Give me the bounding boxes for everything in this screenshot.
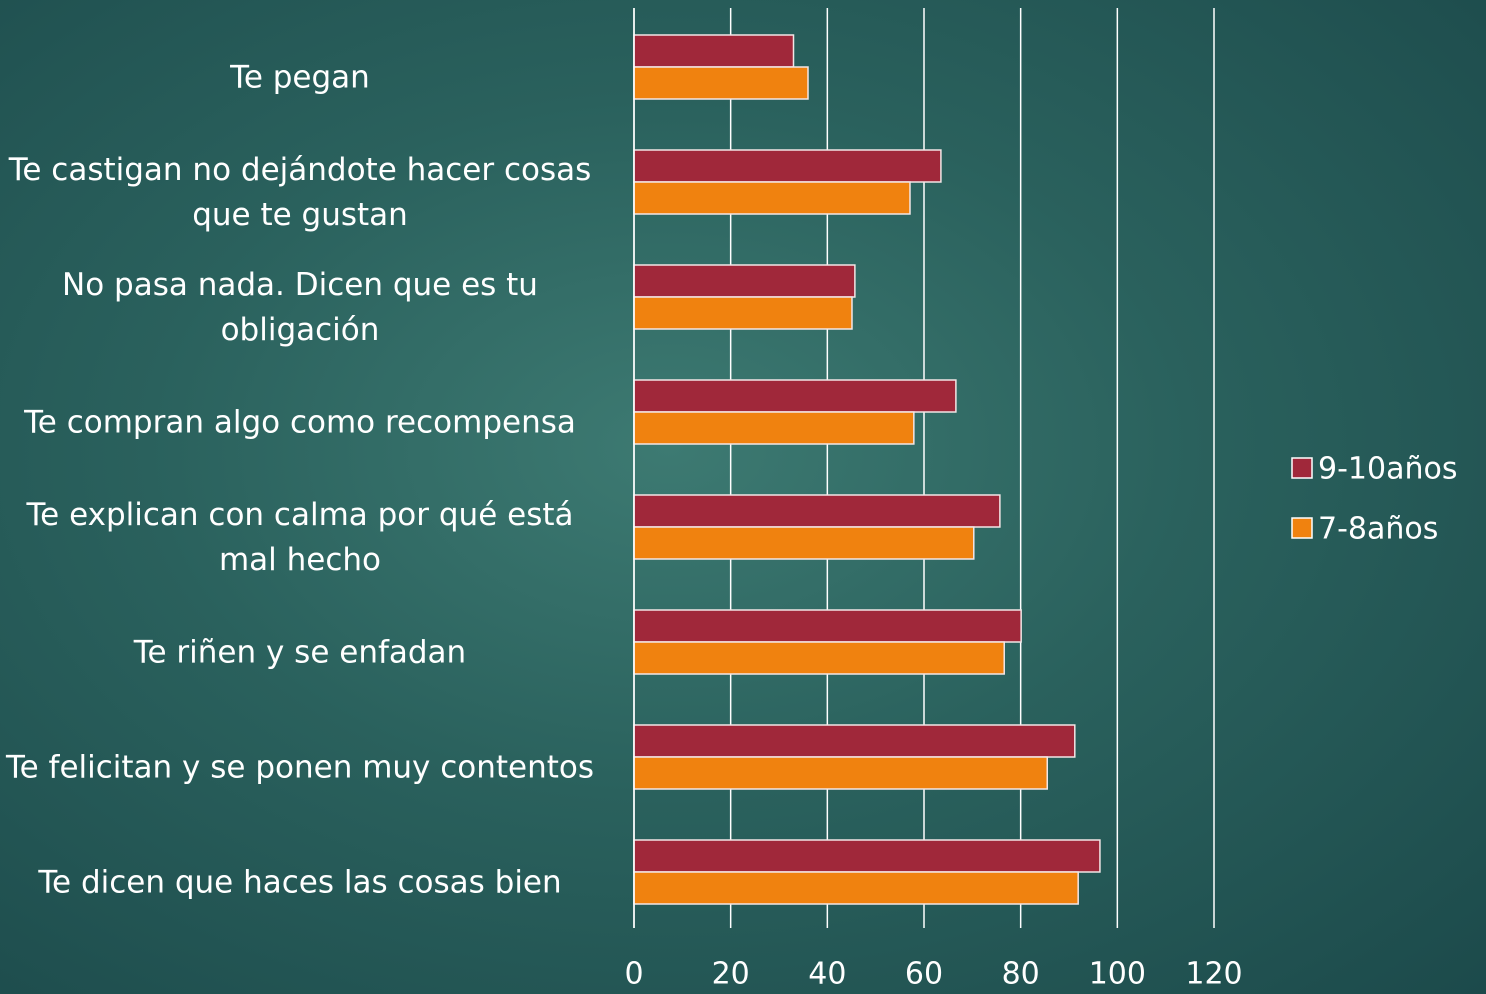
category-label: No pasa nada. Dicen que es tu obligación	[62, 266, 538, 348]
category-label: Te compran algo como recompensa	[24, 404, 576, 440]
bar	[633, 66, 809, 100]
category-label: Te dicen que haces las cosas bien	[38, 864, 562, 900]
x-tick-label: 0	[624, 957, 643, 992]
bar	[633, 756, 1048, 790]
category-label: Te felicitan y se ponen muy contentos	[5, 749, 595, 785]
category-label: Te castigan no dejándote hacer cosas que…	[8, 151, 592, 233]
x-tick-label: 100	[1089, 957, 1146, 992]
legend-swatch	[1291, 517, 1313, 539]
bar	[633, 149, 942, 183]
bar	[633, 296, 853, 330]
x-tick-label: 20	[712, 957, 750, 992]
bar	[633, 34, 795, 68]
legend-label: 7-8años	[1318, 512, 1438, 547]
category-label: Te pegan	[230, 59, 370, 95]
x-tick-label: 80	[1002, 957, 1040, 992]
bar	[633, 181, 911, 215]
bar	[633, 871, 1079, 905]
bar	[633, 379, 957, 413]
legend-label: 9-10años	[1318, 452, 1457, 487]
x-tick-label: 40	[808, 957, 846, 992]
bar	[633, 724, 1076, 758]
category-label: Te explican con calma por qué está mal h…	[26, 496, 574, 578]
category-label: Te riñen y se enfadan	[133, 634, 467, 670]
bar	[633, 839, 1101, 873]
bar	[633, 264, 856, 298]
bar	[633, 641, 1005, 675]
bar	[633, 609, 1022, 643]
x-tick-label: 60	[905, 957, 943, 992]
bar	[633, 494, 1001, 528]
bar	[633, 411, 915, 445]
x-tick-label: 120	[1185, 957, 1242, 992]
bar	[633, 526, 975, 560]
legend-swatch	[1291, 457, 1313, 479]
